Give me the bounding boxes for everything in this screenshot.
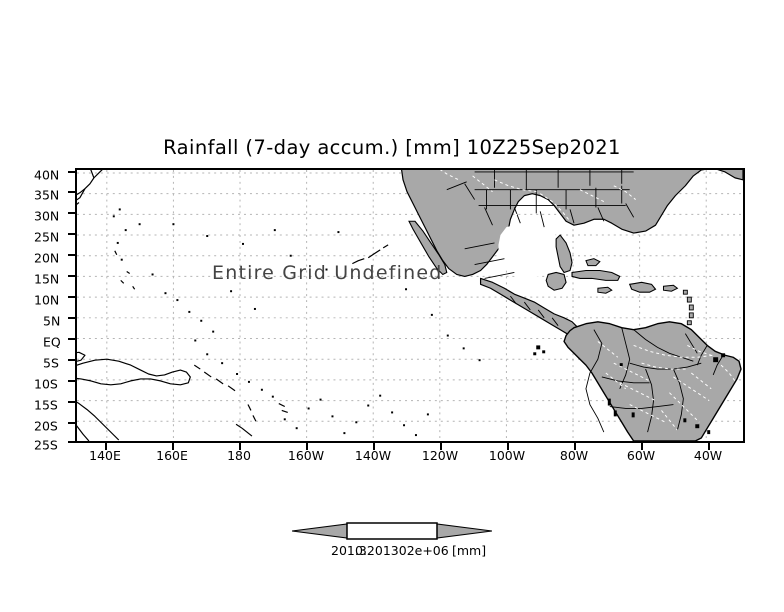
y-tick-label-5n: 5N <box>43 313 61 329</box>
bahamas-fill <box>585 258 601 267</box>
jamaica-fill <box>597 286 613 294</box>
x-tick-label-140e: 140E <box>89 448 121 463</box>
cuba-fill <box>571 269 621 281</box>
baja-california-fill <box>408 220 448 276</box>
y-tick-label-35n: 35N <box>34 187 60 203</box>
y-tick-mark <box>68 254 75 256</box>
y-tick-label-20n: 20N <box>34 250 60 266</box>
florida-fill <box>555 234 573 274</box>
x-tick-label-40w: 40W <box>693 448 723 463</box>
inland-water-specks <box>607 353 726 435</box>
colorbar-min-label: 201.3 <box>331 543 367 558</box>
x-tick-label-140w: 140W <box>354 448 392 463</box>
y-tick-label-25s: 25S <box>34 437 58 453</box>
y-tick-label-15s: 15S <box>34 397 58 413</box>
hispaniola-fill <box>628 281 657 293</box>
y-tick-mark <box>68 401 75 403</box>
yucatan-fill <box>545 271 567 291</box>
page-title: Rainfall (7-day accum.) [mm] 10Z25Sep202… <box>163 136 621 159</box>
x-tick-label-60w: 60W <box>626 448 656 463</box>
y-tick-mark <box>68 380 75 382</box>
x-tick-mark <box>641 443 643 450</box>
x-tick-mark <box>239 443 241 450</box>
colorbar-extend-right <box>436 523 492 539</box>
colorbar-segment <box>346 522 438 540</box>
y-tick-mark <box>68 317 75 319</box>
y-tick-mark <box>68 296 75 298</box>
y-tick-label-5s: 5S <box>43 355 59 371</box>
y-tick-mark <box>68 422 75 424</box>
puerto-rico-fill <box>662 284 679 292</box>
map-plot-area[interactable]: Entire Grid Undefined <box>75 168 745 443</box>
x-tick-label-180: 180 <box>227 448 251 463</box>
galapagos-islands <box>533 345 546 356</box>
y-tick-label-25n: 25N <box>34 229 60 245</box>
x-tick-label-160e: 160E <box>156 448 188 463</box>
y-tick-label-eq: EQ <box>43 334 61 350</box>
x-tick-mark <box>708 443 710 450</box>
y-tick-label-10s: 10S <box>34 376 58 392</box>
x-tick-mark <box>105 443 107 450</box>
y-tick-label-20s: 20S <box>34 418 58 434</box>
rivers <box>439 170 736 431</box>
colorbar-max-label: 0.201302e+06 <box>355 543 449 558</box>
y-tick-label-30n: 30N <box>34 208 60 224</box>
y-tick-mark <box>68 233 75 235</box>
pacific-island-specks <box>112 208 481 437</box>
x-tick-label-120w: 120W <box>421 448 459 463</box>
y-tick-label-15n: 15N <box>34 271 60 287</box>
x-tick-label-100w: 100W <box>488 448 526 463</box>
y-tick-mark <box>68 441 75 443</box>
x-tick-mark <box>440 443 442 450</box>
y-tick-mark <box>68 212 75 214</box>
y-tick-mark <box>68 275 75 277</box>
y-tick-mark <box>68 359 75 361</box>
south-america-fill <box>563 321 742 441</box>
x-tick-label-80w: 80W <box>559 448 589 463</box>
colorbar-graphic <box>292 522 492 540</box>
x-tick-mark <box>507 443 509 450</box>
y-tick-label-10n: 10N <box>34 292 60 308</box>
y-tick-label-40n: 40N <box>34 167 60 183</box>
western-pacific-coastlines <box>77 170 389 441</box>
x-tick-label-160w: 160W <box>287 448 325 463</box>
y-tick-mark <box>68 191 75 193</box>
colorbar[interactable] <box>292 518 492 544</box>
x-tick-mark <box>574 443 576 450</box>
y-tick-mark <box>68 338 75 340</box>
colorbar-units-label: [mm] <box>452 543 487 558</box>
x-tick-mark <box>172 443 174 450</box>
x-tick-mark <box>373 443 375 450</box>
x-tick-mark <box>306 443 308 450</box>
map-graphic <box>77 170 743 441</box>
gulf-of-mexico <box>498 223 563 279</box>
colorbar-extend-left <box>292 523 348 539</box>
y-tick-mark <box>68 171 75 173</box>
political-boundaries <box>446 170 724 433</box>
